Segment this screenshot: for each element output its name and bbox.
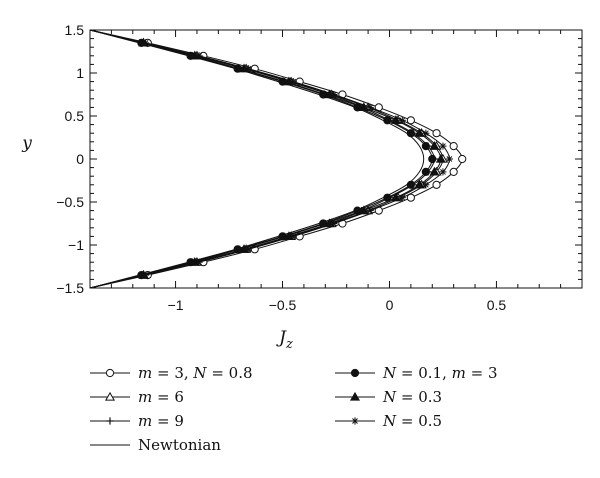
series-line <box>89 29 450 289</box>
filled-circle-marker <box>428 154 437 164</box>
open-circle-marker <box>406 116 415 125</box>
open-circle-marker <box>458 154 467 164</box>
legend-swatch <box>90 444 130 446</box>
legend-item: m = 9 <box>90 410 184 432</box>
asterisk-marker <box>398 116 406 124</box>
asterisk-marker <box>330 219 338 228</box>
legend-swatch <box>335 368 375 378</box>
asterisk-marker <box>289 78 297 86</box>
legend-swatch <box>335 417 375 425</box>
filled-triangle-marker <box>429 140 440 150</box>
series-filled-circle <box>89 29 437 289</box>
y-axis-label: y <box>21 134 32 154</box>
series-open-triangle <box>89 29 448 289</box>
x-tick-label: −1 <box>168 297 184 313</box>
asterisk-marker <box>195 258 203 266</box>
series-asterisk <box>89 29 453 289</box>
legend-label: N = 0.1, m = 3 <box>383 364 498 382</box>
open-triangle-marker <box>104 391 116 401</box>
asterisk-marker <box>330 90 338 99</box>
series-filled-triangle <box>89 29 446 289</box>
asterisk-marker <box>439 142 447 150</box>
legend-item: m = 3, N = 0.8 <box>90 362 253 384</box>
x-tick-label: −0.5 <box>269 297 297 313</box>
y-tick-label: 1.5 <box>65 22 85 38</box>
filled-triangle-marker <box>283 231 294 241</box>
open-circle-marker <box>105 368 115 378</box>
filled-triangle-marker <box>390 115 401 124</box>
asterisk-marker <box>351 417 359 425</box>
asterisk-marker <box>289 232 297 240</box>
series-group <box>89 29 467 289</box>
filled-triangle-marker <box>349 391 361 401</box>
axis-ticks: −1 −0.5 0 0.5 −1.5 −1 −0.5 0 0.5 1 1.5 <box>56 22 583 313</box>
y-tick-label: 0.5 <box>65 108 85 124</box>
y-tick-label: 1 <box>76 65 84 81</box>
series-none <box>89 29 425 289</box>
legend-label: Newtonian <box>138 436 221 454</box>
legend-item: Newtonian <box>90 434 221 456</box>
filled-triangle-marker <box>435 153 446 163</box>
legend-swatch <box>335 391 375 401</box>
series-line <box>89 29 435 289</box>
series-plus <box>89 29 438 289</box>
open-circle-marker <box>432 180 441 189</box>
filled-circle-marker <box>406 129 415 138</box>
filled-circle-marker <box>421 142 430 151</box>
asterisk-marker <box>142 271 150 279</box>
y-tick-label: 0 <box>76 151 84 167</box>
filled-triangle-marker <box>414 128 425 137</box>
legend-swatch <box>90 417 130 425</box>
open-circle-marker <box>432 129 441 138</box>
line-chart: −1 −0.5 0 0.5 −1.5 −1 −0.5 0 0.5 1 1.5 Jz y <box>21 22 583 352</box>
filled-circle-marker <box>350 368 360 378</box>
legend-label: m = 9 <box>138 412 184 430</box>
asterisk-marker <box>445 155 453 163</box>
legend-label: m = 6 <box>138 388 184 406</box>
asterisk-marker <box>422 129 430 137</box>
series-line <box>89 29 425 289</box>
open-circle-marker <box>449 142 458 151</box>
plot-frame <box>89 29 583 289</box>
legend: m = 3, N = 0.8 m = 6 m = 9 Newtonian N = 0.1… <box>90 362 590 462</box>
filled-triangle-marker <box>358 102 369 112</box>
asterisk-marker <box>398 194 406 202</box>
plus-marker <box>106 417 114 425</box>
y-tick-label: −1 <box>68 237 84 253</box>
filled-triangle-marker <box>414 179 425 189</box>
series-line <box>89 29 433 289</box>
legend-item: N = 0.1, m = 3 <box>335 362 498 384</box>
series-line <box>89 29 444 289</box>
asterisk-marker <box>366 207 374 215</box>
x-axis-label: Jz <box>276 328 293 352</box>
asterisk-marker <box>142 39 150 47</box>
x-tick-label: 0 <box>386 297 394 313</box>
asterisk-marker <box>366 103 374 111</box>
asterisk-marker <box>195 52 203 60</box>
legend-label: N = 0.3 <box>383 388 443 406</box>
filled-triangle-marker <box>324 218 335 228</box>
series-open-circle <box>89 29 467 289</box>
legend-label: N = 0.5 <box>383 412 443 430</box>
asterisk-marker <box>439 168 447 176</box>
open-circle-marker <box>406 193 415 202</box>
legend-swatch <box>90 368 130 378</box>
y-tick-label: −0.5 <box>56 194 84 210</box>
open-circle-marker <box>449 167 458 176</box>
asterisk-marker <box>244 245 252 253</box>
series-line <box>89 29 463 289</box>
filled-triangle-marker <box>429 166 440 176</box>
legend-item: N = 0.3 <box>335 386 442 408</box>
asterisk-marker <box>422 181 430 189</box>
y-tick-label: −1.5 <box>56 280 84 296</box>
filled-circle-marker <box>421 167 430 176</box>
legend-item: N = 0.5 <box>335 410 442 432</box>
x-tick-label: 0.5 <box>487 297 507 313</box>
series-line <box>89 29 442 289</box>
filled-circle-marker <box>406 180 415 189</box>
asterisk-marker <box>244 65 252 73</box>
legend-item: m = 6 <box>90 386 184 408</box>
legend-label: m = 3, N = 0.8 <box>138 364 253 382</box>
legend-swatch <box>90 391 130 401</box>
